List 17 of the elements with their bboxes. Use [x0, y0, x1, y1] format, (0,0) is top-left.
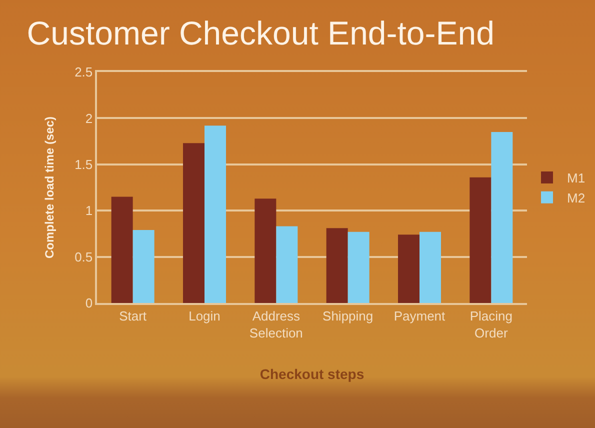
y-axis-title: Complete load time (sec) — [42, 116, 56, 259]
x-tick-label: Payment — [394, 308, 446, 324]
legend-label: M1 — [567, 170, 586, 186]
y-tick-label: 2.5 — [74, 64, 93, 80]
x-tick-label: Address Selection — [249, 308, 303, 340]
x-tick-label: Shipping — [322, 308, 374, 324]
x-tick-label: Login — [188, 308, 220, 324]
y-tick-label: 2 — [85, 110, 93, 126]
y-tick-label: 0.5 — [74, 249, 93, 264]
chart-title: Customer Checkout End-to-End — [26, 14, 495, 52]
x-tick-label: Placing Order — [470, 308, 512, 340]
y-tick-label: 1 — [85, 203, 93, 218]
legend-label: M2 — [567, 190, 586, 206]
y-tick-label: 1.5 — [74, 156, 93, 172]
x-axis-title: Checkout steps — [260, 366, 364, 382]
y-tick-label: 0 — [85, 296, 93, 311]
x-tick-label: Start — [119, 308, 147, 324]
